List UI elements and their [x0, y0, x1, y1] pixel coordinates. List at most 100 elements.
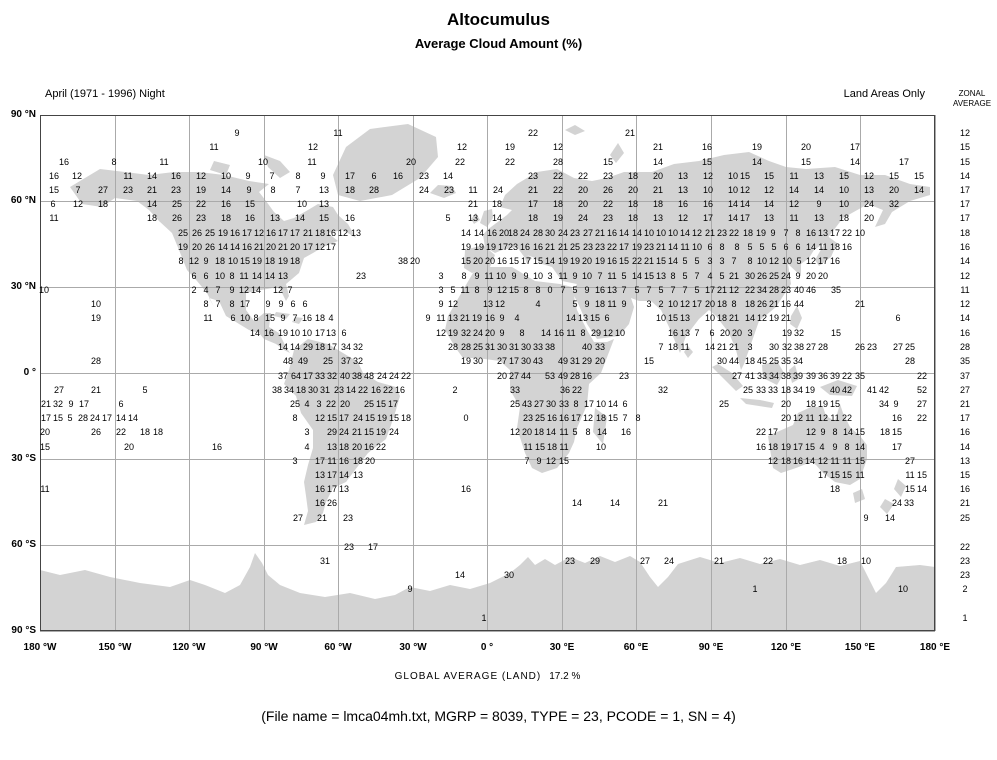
grid-value: 19 — [90, 313, 102, 323]
grid-value: 4 — [203, 285, 209, 295]
grid-value: 11 — [209, 142, 219, 152]
grid-value: 10 — [860, 556, 872, 566]
grid-value: 17 — [302, 242, 314, 252]
grid-value: 3 — [292, 456, 298, 466]
grid-value: 21 — [768, 299, 780, 309]
grid-value: 18 — [314, 228, 326, 238]
grid-value: 24 — [577, 213, 589, 223]
grid-value: 26 — [204, 242, 216, 252]
grid-value: 13 — [813, 213, 825, 223]
grid-value: 25 — [742, 385, 754, 395]
grid-value: 6 — [203, 271, 209, 281]
grid-value: 11 — [460, 285, 470, 295]
grid-value: 19 — [781, 328, 793, 338]
lon-tick-label: 90 °E — [698, 642, 724, 653]
grid-value: 11 — [559, 427, 569, 437]
grid-value: 10 — [90, 299, 102, 309]
grid-value: 17 — [344, 171, 356, 181]
land-britain — [480, 209, 493, 227]
grid-value: 12 — [545, 456, 557, 466]
grid-value: 17 — [314, 456, 326, 466]
lon-tick-label: 30 °W — [399, 642, 427, 653]
grid-value: 7 — [597, 271, 603, 281]
grid-value: 21 — [854, 299, 866, 309]
grid-value: 10 — [581, 271, 593, 281]
grid-value: 17 — [527, 199, 539, 209]
grid-value: 3 — [646, 299, 652, 309]
grid-value: 3 — [438, 285, 444, 295]
grid-value: 8 — [747, 256, 753, 266]
grid-value: 20 — [704, 299, 716, 309]
grid-value: 12 — [496, 285, 508, 295]
grid-value: 8 — [580, 328, 586, 338]
grid-value: 18 — [552, 199, 564, 209]
grid-value: 18 — [139, 427, 151, 437]
zonal-average-value: 15 — [959, 157, 971, 167]
grid-value: 17 — [817, 470, 829, 480]
grid-value: 9 — [499, 328, 505, 338]
grid-value: 21 — [713, 556, 725, 566]
grid-value: 15 — [589, 313, 601, 323]
grid-value: 14 — [805, 242, 817, 252]
grid-value: 19 — [751, 142, 763, 152]
zonal-average-value: 12 — [959, 299, 971, 309]
grid-value: 10 — [220, 171, 232, 181]
zonal-average-value: 1 — [962, 613, 968, 623]
grid-value: 43 — [521, 399, 533, 409]
grid-value: 5 — [572, 285, 578, 295]
grid-value: 18 — [652, 199, 664, 209]
grid-value: 19 — [780, 442, 792, 452]
land-baffin — [264, 155, 290, 178]
grid-value: 13 — [863, 185, 875, 195]
grid-value: 5 — [572, 427, 578, 437]
grid-value: 10 — [38, 285, 50, 295]
grid-value: 33 — [594, 342, 606, 352]
grid-value: 17 — [767, 427, 779, 437]
grid-value: 16 — [780, 299, 792, 309]
global-average-label: GLOBAL AVERAGE (LAND) — [394, 671, 542, 682]
grid-value: 23 — [333, 385, 345, 395]
grid-value: 28 — [460, 342, 472, 352]
grid-value: 22 — [916, 413, 928, 423]
grid-value: 15 — [532, 256, 544, 266]
grid-value: 14 — [127, 413, 139, 423]
zonal-average-value: 13 — [959, 456, 971, 466]
grid-value: 6 — [895, 313, 901, 323]
parallel-line — [40, 201, 935, 202]
grid-value: 14 — [596, 427, 608, 437]
grid-value: 11 — [203, 313, 213, 323]
grid-value: 21 — [657, 498, 669, 508]
zonal-average-value: 17 — [959, 213, 971, 223]
grid-value: 22 — [762, 556, 774, 566]
grid-value: 5 — [634, 285, 640, 295]
grid-value: 10 — [214, 271, 226, 281]
grid-value: 8 — [253, 313, 259, 323]
zonal-average-value: 14 — [959, 171, 971, 181]
grid-value: 31 — [508, 342, 520, 352]
grid-value: 27 — [508, 371, 520, 381]
grid-value: 14 — [854, 442, 866, 452]
grid-value: 19 — [251, 256, 263, 266]
grid-value: 21 — [253, 242, 265, 252]
grid-value: 14 — [345, 385, 357, 395]
grid-value: 17 — [691, 299, 703, 309]
zonal-average-value: 14 — [959, 256, 971, 266]
grid-value: 5 — [682, 256, 688, 266]
grid-value: 20 — [351, 442, 363, 452]
grid-value: 25 — [768, 271, 780, 281]
grid-value: 15 — [829, 470, 841, 480]
grid-value: 16 — [394, 385, 406, 395]
grid-value: 14 — [727, 199, 739, 209]
grid-value: 18 — [627, 213, 639, 223]
grid-value: 5 — [694, 256, 700, 266]
grid-value: 11 — [239, 271, 249, 281]
grid-value: 44 — [520, 371, 532, 381]
grid-value: 15 — [326, 413, 338, 423]
grid-value: 10 — [727, 171, 739, 181]
grid-value: 17 — [239, 299, 251, 309]
grid-value: 22 — [841, 413, 853, 423]
meridian-line — [935, 115, 936, 631]
grid-value: 21 — [351, 427, 363, 437]
grid-value: 15 — [701, 157, 713, 167]
grid-value: 5 — [796, 256, 802, 266]
